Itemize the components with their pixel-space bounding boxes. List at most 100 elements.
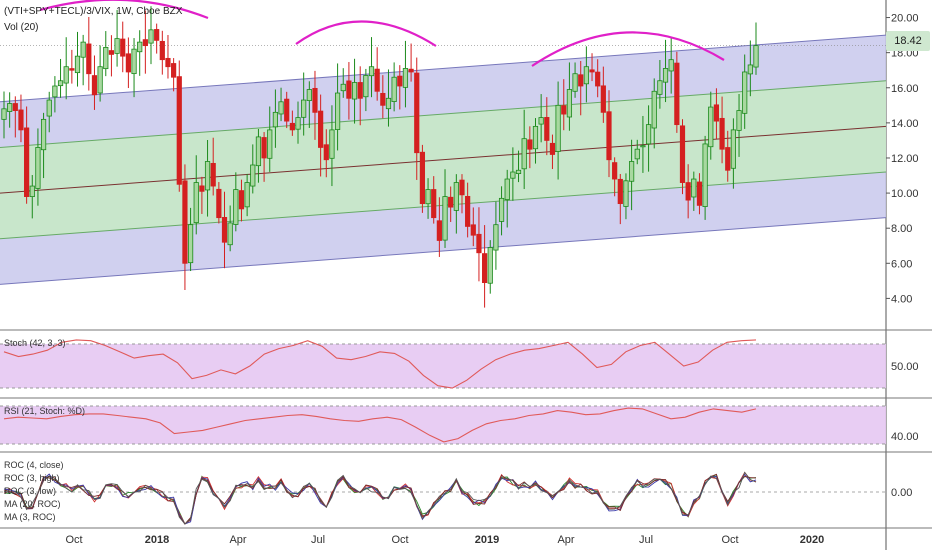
candle-up [708,106,714,148]
candle-down [713,104,720,122]
candle-up [137,41,143,53]
price-axis-label: 6.00 [891,258,912,270]
candle-up [351,82,358,100]
rsi-line [3,407,757,443]
candle-down [284,98,290,122]
candle-up [555,104,561,152]
candle-up [114,38,120,54]
candle-up [640,145,646,148]
roc-legend-item: ROC (3, low) [4,486,56,496]
candle-up [306,89,312,102]
time-axis-label: Oct [65,534,82,546]
candle-down [459,179,465,196]
candle-down [578,74,584,87]
candle-up [425,189,431,205]
candle-up [504,178,510,201]
candle-up [572,73,578,92]
candle-up [753,45,759,68]
candle-down [238,190,245,210]
candle-down [589,69,595,73]
candle-down [527,139,533,150]
price-axis-label: 12.00 [891,153,919,165]
channel-upper-line [0,34,887,103]
candle-up [668,59,674,72]
candle-down [210,162,216,187]
candle-up [244,182,250,208]
candle-up [250,164,256,187]
candle-up [340,83,346,92]
candle-down [125,53,131,73]
candle-down [448,196,454,208]
candle-down [544,117,550,141]
candle-up [651,90,657,129]
candle-down [465,195,471,227]
candle-up [255,136,262,167]
annotation-arc [39,0,209,20]
candle-down [346,80,352,99]
candle-up [35,147,41,189]
time-axis-label: 2020 [800,534,824,546]
candle-up [736,110,742,131]
candle-down [182,180,188,264]
time-axis-label: Jul [639,534,653,546]
roc-series-line [3,471,757,525]
candle-up [657,80,663,95]
candle-up [532,125,539,150]
channel-lower-line [0,217,887,285]
candle-down [476,233,482,254]
candle-down [199,185,205,192]
candle-up [193,182,199,224]
candle-down [419,151,426,205]
candle-up [521,138,527,170]
price-axis-label: 10.00 [891,188,919,200]
candle-up [204,161,211,191]
candle-down [482,253,488,284]
candle-down [561,105,567,115]
candle-down [674,62,680,126]
candle-up [634,148,640,160]
candle-up [368,66,375,77]
candle-down [685,182,691,201]
candle-up [629,161,635,182]
candle-down [470,224,476,236]
candle-up [493,224,499,251]
candle-down [176,76,182,185]
candle-up [97,66,103,94]
candle-up [103,46,109,70]
candle-up [442,196,448,241]
candle-up [329,129,335,159]
roc-series-line [3,473,757,525]
rsi-axis-label: 40.00 [891,431,919,443]
price-axis-label: 16.00 [891,83,919,95]
candle-up [301,99,307,118]
candle-up [583,66,589,85]
candle-down [357,82,363,99]
candle-up [29,185,35,198]
candle-down [600,85,606,113]
volume-label: Vol (20) [4,22,39,33]
time-axis-label: Apr [557,534,574,546]
time-axis-label: Apr [229,534,246,546]
candle-up [538,117,544,125]
candle-up [453,182,459,211]
candle-down [171,63,177,78]
candle-down [12,103,18,111]
candle-down [549,142,556,155]
candle-up [662,68,669,83]
price-axis-label: 8.00 [891,223,912,235]
candle-down [725,147,731,171]
roc-legend-item: ROC (4, close) [4,460,64,470]
candle-down [380,92,386,106]
candle-down [261,137,267,159]
roc-legend-item: ROC (3, high) [4,473,60,483]
candle-up [402,68,409,88]
stoch-axis-label: 50.00 [891,361,919,373]
candle-down [696,181,703,206]
candle-up [363,75,369,98]
candle-up [131,48,137,75]
candle-down [165,57,171,68]
candle-up [742,71,748,114]
candle-down [289,122,295,131]
